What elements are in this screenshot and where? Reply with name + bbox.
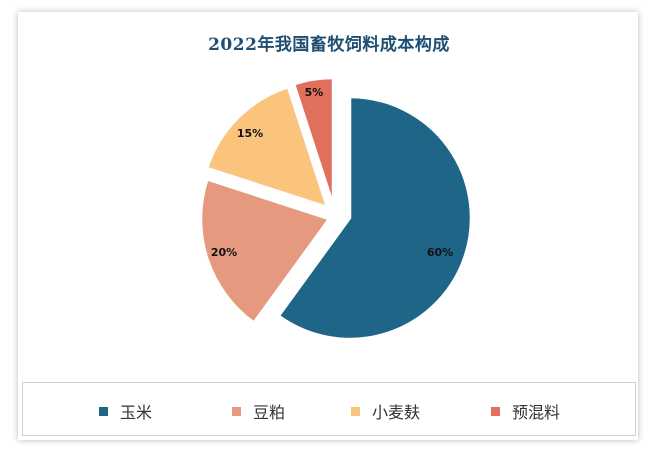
legend-label-corn: 玉米 (120, 403, 153, 422)
legend-item-premix: 预混料 (491, 399, 560, 423)
label-wheat-bran: 15% (237, 127, 263, 140)
legend-swatch-premix (491, 406, 500, 416)
legend-swatch-corn (99, 406, 108, 416)
legend: 玉米 豆粕 小麦麸 预混料 (22, 382, 636, 436)
slice-soybean-meal (199, 178, 331, 324)
slice-wheat-bran (205, 85, 329, 209)
label-premix: 5% (305, 86, 324, 99)
legend-label-soybean-meal: 豆粕 (253, 403, 286, 422)
legend-item-corn: 玉米 (99, 399, 152, 423)
label-corn: 60% (427, 246, 453, 259)
slice-premix (292, 76, 335, 206)
slice-corn (277, 95, 473, 341)
legend-label-wheat-bran: 小麦麸 (372, 403, 421, 422)
legend-swatch-soybean-meal (232, 406, 241, 416)
legend-label-premix: 预混料 (512, 403, 561, 422)
legend-item-soybean-meal: 豆粕 (232, 399, 285, 423)
legend-item-wheat-bran: 小麦麸 (351, 399, 420, 423)
legend-swatch-wheat-bran (351, 406, 360, 416)
label-soybean-meal: 20% (211, 246, 237, 259)
chart-title: 2022年我国畜牧饲料成本构成 (208, 35, 450, 55)
